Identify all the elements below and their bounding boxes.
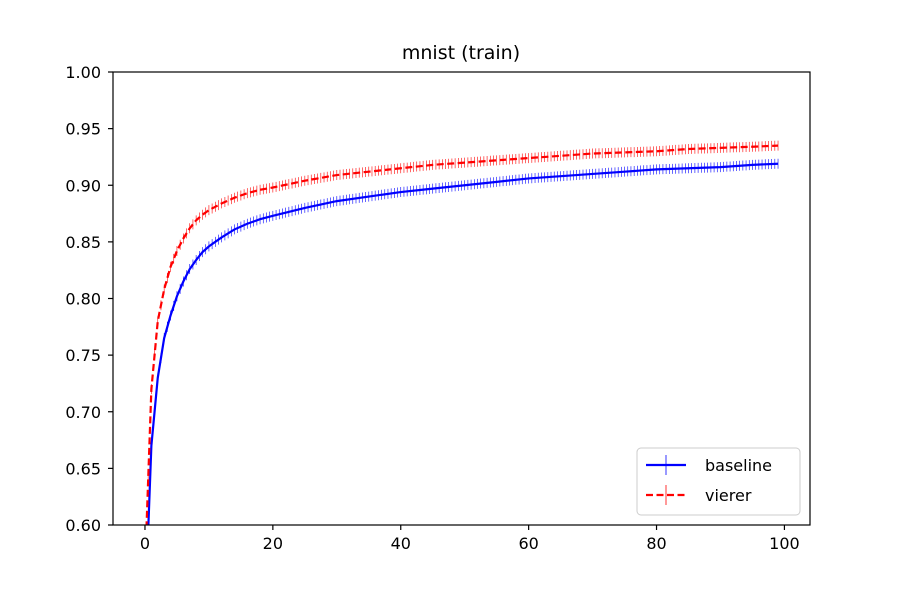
errorbars-baseline (151, 158, 779, 451)
y-tick-label: 0.75 (65, 346, 101, 365)
errorbars-vierer (147, 140, 779, 485)
y-tick-label: 0.60 (65, 516, 101, 535)
y-tick-label: 0.85 (65, 233, 101, 252)
x-tick-label: 60 (518, 534, 538, 553)
axes-layer: 0 20 40 60 80 100 0.60 0.65 0.70 0.75 0.80 0.85 0.90… (65, 63, 799, 553)
x-tick-label: 80 (646, 534, 666, 553)
series-vierer (145, 140, 779, 525)
legend-entry-baseline: baseline (646, 455, 772, 475)
legend-entries: baseline vierer (646, 455, 772, 505)
y-tick-label: 0.95 (65, 120, 101, 139)
y-tick-label: 0.65 (65, 459, 101, 478)
legend-label: vierer (705, 486, 752, 505)
legend-label: baseline (705, 456, 772, 475)
series-line-vierer (145, 144, 779, 525)
legend: baseline vierer (636, 447, 801, 516)
x-tick-label: 40 (391, 534, 411, 553)
y-tick-label: 1.00 (65, 63, 101, 82)
legend-entry-vierer: vierer (646, 485, 752, 505)
y-tick-label: 0.80 (65, 290, 101, 309)
series-layer (145, 140, 779, 525)
x-tick-label: 0 (140, 534, 150, 553)
x-tick-label: 100 (769, 534, 800, 553)
y-tick-label: 0.90 (65, 176, 101, 195)
series-baseline (147, 158, 779, 525)
y-tick-label: 0.70 (65, 403, 101, 422)
plot-frame (112, 71, 811, 526)
x-tick-label: 20 (263, 534, 283, 553)
chart-title: mnist (train) (402, 42, 520, 64)
